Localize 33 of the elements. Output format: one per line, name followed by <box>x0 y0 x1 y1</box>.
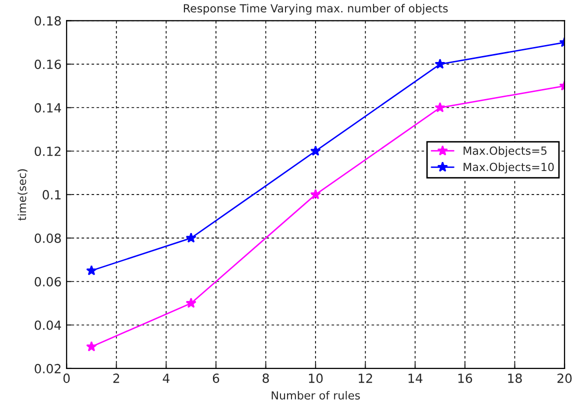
y-tick-label: 0.1 <box>42 190 61 200</box>
point <box>86 341 97 352</box>
y-axis-title: time(sec) <box>18 169 28 221</box>
x-tick-label: 12 <box>358 374 372 383</box>
x-tick-label: 0 <box>63 374 70 383</box>
y-tick-label: 0.12 <box>34 146 60 156</box>
x-tick-label: 20 <box>557 374 572 383</box>
point <box>86 265 97 276</box>
x-tick-label: 6 <box>212 374 220 383</box>
point <box>186 298 196 308</box>
point <box>310 189 321 200</box>
x-axis-title: Number of rules <box>272 390 360 400</box>
x-tick-label: 8 <box>262 374 269 383</box>
x-tick-label: 14 <box>408 374 422 383</box>
legend-label: Max.Objects=5 <box>464 146 546 158</box>
y-tick-label: 0.08 <box>34 234 61 243</box>
point <box>186 232 196 243</box>
point <box>310 146 321 156</box>
y-tick-label: 0.18 <box>34 16 61 26</box>
y-tick-label: 0.14 <box>34 103 62 113</box>
x-tick-label: 18 <box>508 374 522 383</box>
y-tick-label: 0.06 <box>34 276 61 286</box>
x-tick-label: 2 <box>113 374 120 383</box>
point <box>434 58 446 69</box>
x-tick-label: 16 <box>458 374 472 383</box>
x-tick-label: 10 <box>308 374 323 383</box>
point <box>434 102 446 112</box>
legend-label: Max.Objects=10 <box>464 162 554 174</box>
x-tick-label: 4 <box>162 374 170 383</box>
y-tick-label: 0.02 <box>34 364 60 374</box>
y-tick-label: 0.04 <box>34 320 62 330</box>
y-tick-label: 0.16 <box>34 60 61 70</box>
chart-title: Response Time Varying max. number of objects <box>184 4 448 15</box>
